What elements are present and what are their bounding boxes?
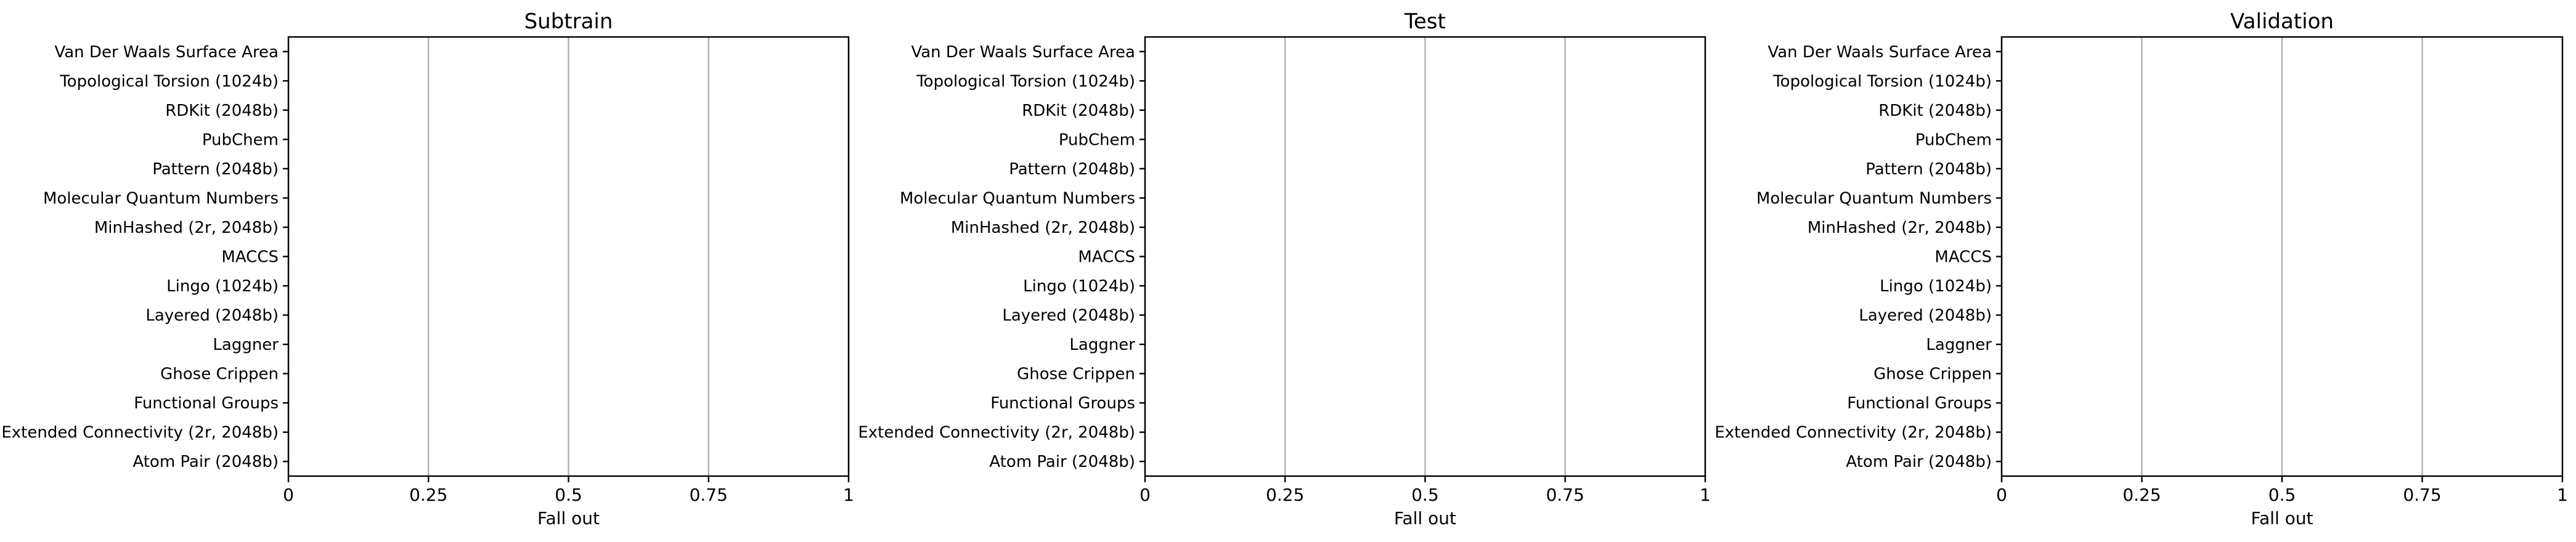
panel-test: Test 0 0.25 0.5 0.75 1 Van Der Waals Surface A… — [858, 9, 1711, 528]
x-tick-label: 1 — [1700, 485, 1711, 505]
y-tick-label: Laggner — [1926, 336, 1992, 354]
y-tick-label: Laggner — [1069, 336, 1135, 354]
y-tick-label: Extended Connectivity (2r, 2048b) — [858, 424, 1135, 442]
x-tick-label: 0.5 — [1411, 485, 1439, 505]
y-tick-label: RDKit (2048b) — [1022, 102, 1135, 120]
panel-title: Validation — [2230, 9, 2334, 34]
x-tick-label: 0.5 — [2268, 485, 2296, 505]
y-tick-label: Pattern (2048b) — [1009, 160, 1135, 179]
axes-frame — [1144, 36, 1706, 477]
y-tick-label: MinHashed (2r, 2048b) — [1808, 219, 1992, 237]
y-tick-label: Layered (2048b) — [1859, 307, 1992, 325]
y-tick-label: Ghose Crippen — [1017, 365, 1135, 384]
x-axis-label: Fall out — [1394, 508, 1456, 528]
y-tick-label: Atom Pair (2048b) — [989, 453, 1135, 471]
axes-frame — [287, 36, 850, 477]
y-tick-label: Functional Groups — [990, 394, 1135, 413]
y-tick-label: Topological Torsion (1024b) — [1772, 72, 1992, 91]
axes-frame — [2000, 36, 2564, 477]
y-tick-label: Ghose Crippen — [160, 365, 279, 384]
x-axis-label: Fall out — [537, 508, 600, 528]
y-tick-label: MinHashed (2r, 2048b) — [951, 219, 1135, 237]
x-tick-label: 0 — [283, 485, 294, 505]
y-tick-label: RDKit (2048b) — [1878, 102, 1992, 120]
y-tick-label: Van Der Waals Surface Area — [1767, 43, 1992, 62]
panel-title: Subtrain — [524, 9, 613, 34]
x-tick-label: 0.75 — [1546, 485, 1584, 505]
y-tick-label: Laggner — [213, 336, 279, 354]
x-tick-label: 0 — [1139, 485, 1151, 505]
y-tick-label: PubChem — [1059, 131, 1135, 149]
y-tick-label: MinHashed (2r, 2048b) — [94, 219, 279, 237]
y-tick-label: MACCS — [221, 248, 279, 267]
x-tick-label: 0.75 — [690, 485, 728, 505]
y-tick-label: Lingo (1024b) — [1023, 277, 1135, 296]
y-tick-label: Pattern (2048b) — [152, 160, 279, 179]
x-tick-label: 0.25 — [2122, 485, 2161, 505]
x-tick-label: 0.75 — [2403, 485, 2441, 505]
panel-validation: Validation 0 0.25 0.5 0.75 1 Van Der Waals Sur… — [1714, 9, 2568, 528]
y-tick-label: Extended Connectivity (2r, 2048b) — [1714, 424, 1992, 442]
y-tick-label: PubChem — [1915, 131, 1992, 149]
panel-subtrain: Subtrain 0 0.25 0.5 0.75 1 Van Der Waals Surfa… — [1, 9, 854, 528]
panel-title: Test — [1404, 9, 1446, 34]
x-tick-label: 0.25 — [409, 485, 447, 505]
y-tick-label: Van Der Waals Surface Area — [54, 43, 279, 62]
x-tick-label: 0.5 — [555, 485, 582, 505]
x-tick-label: 0.25 — [1266, 485, 1304, 505]
y-tick-label: Molecular Quantum Numbers — [900, 189, 1135, 208]
y-tick-label: Van Der Waals Surface Area — [911, 43, 1135, 62]
y-tick-label: Layered (2048b) — [145, 307, 279, 325]
y-tick-label: Molecular Quantum Numbers — [1756, 189, 1992, 208]
y-tick-label: Atom Pair (2048b) — [132, 453, 279, 471]
y-tick-label: Layered (2048b) — [1002, 307, 1135, 325]
y-tick-label: Functional Groups — [1847, 394, 1992, 413]
y-tick-label: PubChem — [202, 131, 279, 149]
x-axis-label: Fall out — [2251, 508, 2313, 528]
x-tick-label: 0 — [1996, 485, 2007, 505]
y-tick-label: Extended Connectivity (2r, 2048b) — [1, 424, 279, 442]
y-tick-label: Molecular Quantum Numbers — [43, 189, 279, 208]
x-tick-label: 1 — [843, 485, 854, 505]
y-tick-label: Lingo (1024b) — [1880, 277, 1992, 296]
y-tick-label: Topological Torsion (1024b) — [916, 72, 1135, 91]
y-tick-label: MACCS — [1934, 248, 1992, 267]
y-tick-label: Topological Torsion (1024b) — [59, 72, 279, 91]
y-tick-label: Atom Pair (2048b) — [1846, 453, 1992, 471]
y-tick-label: Pattern (2048b) — [1865, 160, 1992, 179]
y-tick-label: RDKit (2048b) — [165, 102, 279, 120]
x-tick-label: 1 — [2557, 485, 2568, 505]
y-tick-label: MACCS — [1078, 248, 1135, 267]
y-tick-label: Lingo (1024b) — [166, 277, 279, 296]
y-tick-label: Ghose Crippen — [1873, 365, 1992, 384]
y-tick-label: Functional Groups — [134, 394, 279, 413]
